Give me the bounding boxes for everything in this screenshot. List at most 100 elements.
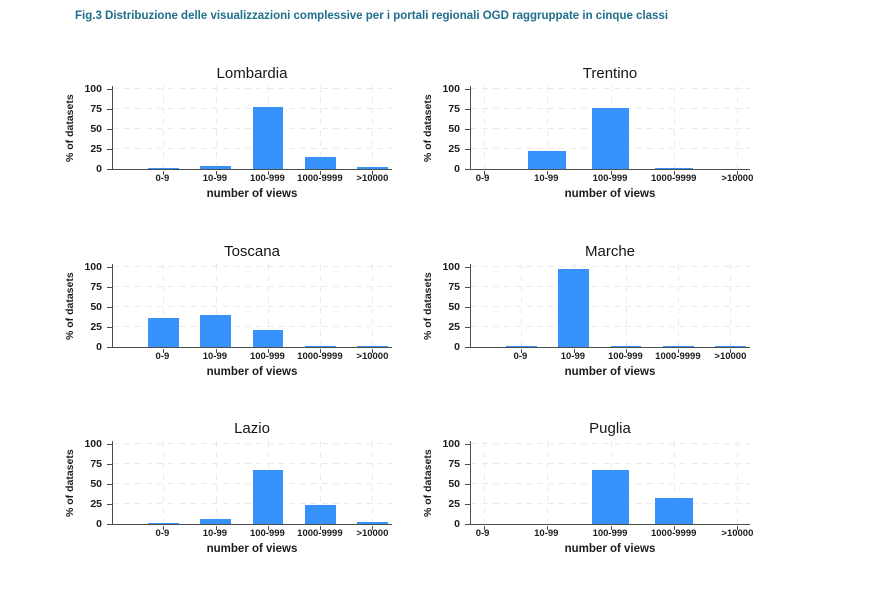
y-axis-label: % of datasets xyxy=(64,449,76,517)
y-tick-label: 0 xyxy=(96,163,102,175)
bar-1000-9999 xyxy=(655,168,693,169)
chart-lombardia: Lombardia % of datasets 0 25 50 75 100 0-9 10… xyxy=(62,64,398,201)
x-axis-title: number of views xyxy=(564,188,656,200)
y-tick-label: 75 xyxy=(90,103,102,115)
v-gridline xyxy=(215,441,217,524)
y-tick-label: 100 xyxy=(84,438,102,450)
y-tick-label: 75 xyxy=(448,458,460,470)
bar-10-99 xyxy=(528,150,566,169)
y-tick-label: 75 xyxy=(448,103,460,115)
x-tick-label: 1000-9999 xyxy=(650,528,697,539)
y-tick-mark xyxy=(107,484,112,485)
y-tick-mark xyxy=(107,307,112,308)
chart-puglia: Puglia % of datasets 0 25 50 75 100 0-9 10-99… xyxy=(420,419,756,556)
v-gridline xyxy=(678,264,680,347)
x-tick-mark xyxy=(163,525,165,530)
x-axis-title: number of views xyxy=(206,543,298,555)
x-tick-mark xyxy=(673,525,675,530)
plot-area xyxy=(112,86,392,175)
x-tick-mark xyxy=(730,348,732,353)
x-tick-mark xyxy=(372,525,374,530)
x-tick-label: 10-99 xyxy=(534,528,559,539)
bar-0-9 xyxy=(147,318,179,347)
y-tick-mark xyxy=(107,444,112,445)
chart-toscana: Toscana % of datasets 0 25 50 75 100 0-9 10-9… xyxy=(62,242,398,379)
y-tick-mark xyxy=(107,327,112,328)
y-tick-mark xyxy=(107,149,112,150)
chart-title: Marche xyxy=(584,243,636,260)
x-tick-label: 100-999 xyxy=(592,173,628,184)
x-tick-label: 1000-9999 xyxy=(297,351,343,362)
y-tick-mark xyxy=(107,524,112,525)
v-gridline xyxy=(521,264,523,347)
x-tick-label: 0-9 xyxy=(475,173,490,184)
h-gridline xyxy=(113,443,392,444)
y-tick-label: 50 xyxy=(90,123,102,135)
y-tick-label: 50 xyxy=(448,478,460,490)
bar-10-99 xyxy=(558,268,589,347)
y-tick-label: 100 xyxy=(442,438,460,450)
x-tick-label: 10-99 xyxy=(560,351,586,362)
x-axis-labels: 0-9 10-99 100-999 1000-9999 >10000 xyxy=(470,525,754,539)
y-tick-label: 75 xyxy=(90,281,102,293)
y-tick-mark xyxy=(465,169,470,170)
y-tick-mark xyxy=(465,149,470,150)
bar->10000 xyxy=(357,167,388,169)
y-tick-mark xyxy=(465,327,470,328)
y-tick-mark xyxy=(465,524,470,525)
x-tick-label: >10000 xyxy=(721,528,754,539)
y-tick-label: 25 xyxy=(90,143,102,155)
plot-area xyxy=(112,441,392,530)
x-tick-mark xyxy=(625,348,627,353)
y-tick-label: 75 xyxy=(90,458,102,470)
x-tick-label: >10000 xyxy=(356,528,389,539)
x-tick-mark xyxy=(320,525,322,530)
x-tick-label: 0-9 xyxy=(155,173,170,184)
x-tick-mark xyxy=(547,525,549,530)
x-tick-mark xyxy=(737,525,739,530)
x-tick-label: >10000 xyxy=(714,351,747,362)
y-tick-mark xyxy=(107,267,112,268)
bar-1000-9999 xyxy=(655,497,693,524)
y-axis-ticks: 0 25 50 75 100 xyxy=(78,261,112,353)
bar-1000-9999 xyxy=(662,346,694,347)
x-axis-labels: 0-9 10-99 100-999 1000-9999 >10000 xyxy=(470,348,750,362)
bar-0-9 xyxy=(147,168,179,169)
x-tick-label: >10000 xyxy=(356,351,389,362)
v-gridline xyxy=(215,86,217,169)
h-gridline xyxy=(471,286,750,287)
v-gridline xyxy=(483,441,485,524)
chart-marche: Marche % of datasets 0 25 50 75 100 0-9 10-99… xyxy=(420,242,756,379)
x-tick-mark xyxy=(215,525,217,530)
bar-10-99 xyxy=(200,519,231,524)
x-tick-label: 0-9 xyxy=(513,351,528,362)
x-tick-mark xyxy=(372,348,374,353)
y-tick-label: 50 xyxy=(90,478,102,490)
x-tick-label: 0-9 xyxy=(155,528,170,539)
x-tick-label: 10-99 xyxy=(202,351,228,362)
y-tick-mark xyxy=(107,109,112,110)
x-tick-mark xyxy=(320,348,322,353)
bar-100-999 xyxy=(252,106,284,169)
y-tick-label: 0 xyxy=(96,341,102,353)
chart-title: Lombardia xyxy=(216,65,288,82)
y-tick-label: 25 xyxy=(90,321,102,333)
v-gridline xyxy=(730,264,732,347)
x-tick-mark xyxy=(320,170,322,175)
y-tick-label: 50 xyxy=(90,301,102,313)
y-axis-ticks: 0 25 50 75 100 xyxy=(436,438,470,530)
y-tick-mark xyxy=(465,109,470,110)
bar->10000 xyxy=(715,346,746,347)
x-tick-mark xyxy=(372,170,374,175)
y-tick-mark xyxy=(107,504,112,505)
x-tick-label: 10-99 xyxy=(202,173,228,184)
v-gridline xyxy=(320,264,322,347)
h-gridline xyxy=(471,306,750,307)
x-tick-label: 100-999 xyxy=(249,351,285,362)
x-tick-mark xyxy=(610,170,612,175)
y-tick-mark xyxy=(107,169,112,170)
x-axis-title: number of views xyxy=(206,188,298,200)
bar-1000-9999 xyxy=(304,504,336,524)
v-gridline xyxy=(547,441,549,524)
